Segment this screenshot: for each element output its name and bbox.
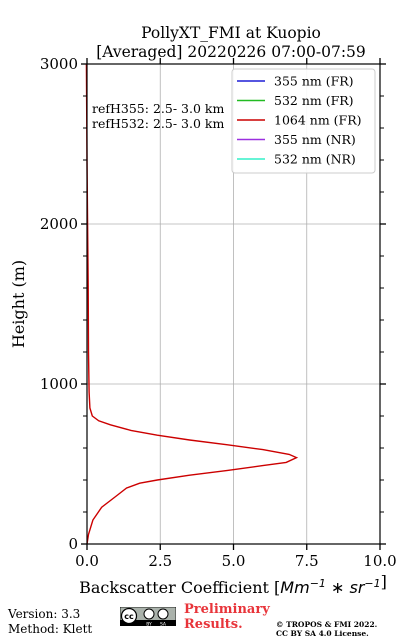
x-tick-label: 2.5 (148, 552, 172, 570)
cc-icon (120, 607, 138, 625)
y-tick-label: 2000 (40, 215, 78, 233)
x-tick-label: 7.5 (295, 552, 319, 570)
axis-ticks (81, 58, 386, 550)
legend-label: 355 nm (NR) (274, 132, 356, 147)
cc-license-badge: cc BY SA (120, 607, 176, 626)
preliminary-line1: Preliminary (184, 602, 270, 617)
y-tick-label: 1000 (40, 375, 78, 393)
x-tick-label: 10.0 (363, 552, 396, 570)
legend-label: 355 nm (FR) (274, 74, 354, 89)
preliminary-results-notice: Preliminary Results. (184, 602, 284, 632)
legend-label: 532 nm (FR) (274, 93, 354, 108)
chart-title-line2: [Averaged] 20220226 07:00-07:59 (96, 43, 366, 61)
copyright-line2: CC BY SA 4.0 License. (276, 629, 369, 638)
y-tick-label: 3000 (40, 55, 78, 73)
x-axis-label-text: Backscatter Coefficient [ (79, 578, 280, 597)
series-layer (85, 63, 299, 545)
cc-icon-label: cc (124, 612, 134, 621)
annotation-refH532: refH532: 2.5- 3.0 km (92, 116, 224, 131)
legend-label: 1064 nm (FR) (274, 113, 362, 128)
preliminary-line2: Results. (184, 617, 243, 632)
x-tick-label: 5.0 (222, 552, 246, 570)
legend: 355 nm (FR) 532 nm (FR) 1064 nm (FR) 355 nm… (231, 68, 376, 174)
copyright-line1: © TROPOS & FMI 2022. (276, 620, 378, 629)
sa-label: SA (160, 621, 167, 626)
chart-title-line1: PollyXT_FMI at Kuopio (141, 24, 321, 42)
annotation-refH355: refH355: 2.5- 3.0 km (92, 101, 224, 116)
by-label: BY (146, 621, 152, 626)
y-axis-label: Height (m) (9, 260, 28, 348)
x-axis-label-end: ] (381, 572, 387, 591)
series-line-2 (85, 63, 299, 545)
x-tick-label: 0.0 (75, 552, 99, 570)
copyright-notice: © TROPOS & FMI 2022. CC BY SA 4.0 Licens… (276, 620, 400, 638)
x-axis-label: Backscatter Coefficient [Mm−1 ∗ sr−1] (79, 572, 387, 597)
by-icon (143, 608, 155, 620)
x-axis-label-units: Mm−1 ∗ sr−1 (280, 577, 380, 597)
legend-label: 532 nm (NR) (274, 152, 356, 167)
method-text: Method: Klett (8, 622, 93, 636)
sa-icon (157, 608, 169, 620)
legend-box (231, 68, 376, 174)
y-tick-label: 0 (68, 535, 78, 553)
version-text: Version: 3.3 (8, 607, 81, 621)
